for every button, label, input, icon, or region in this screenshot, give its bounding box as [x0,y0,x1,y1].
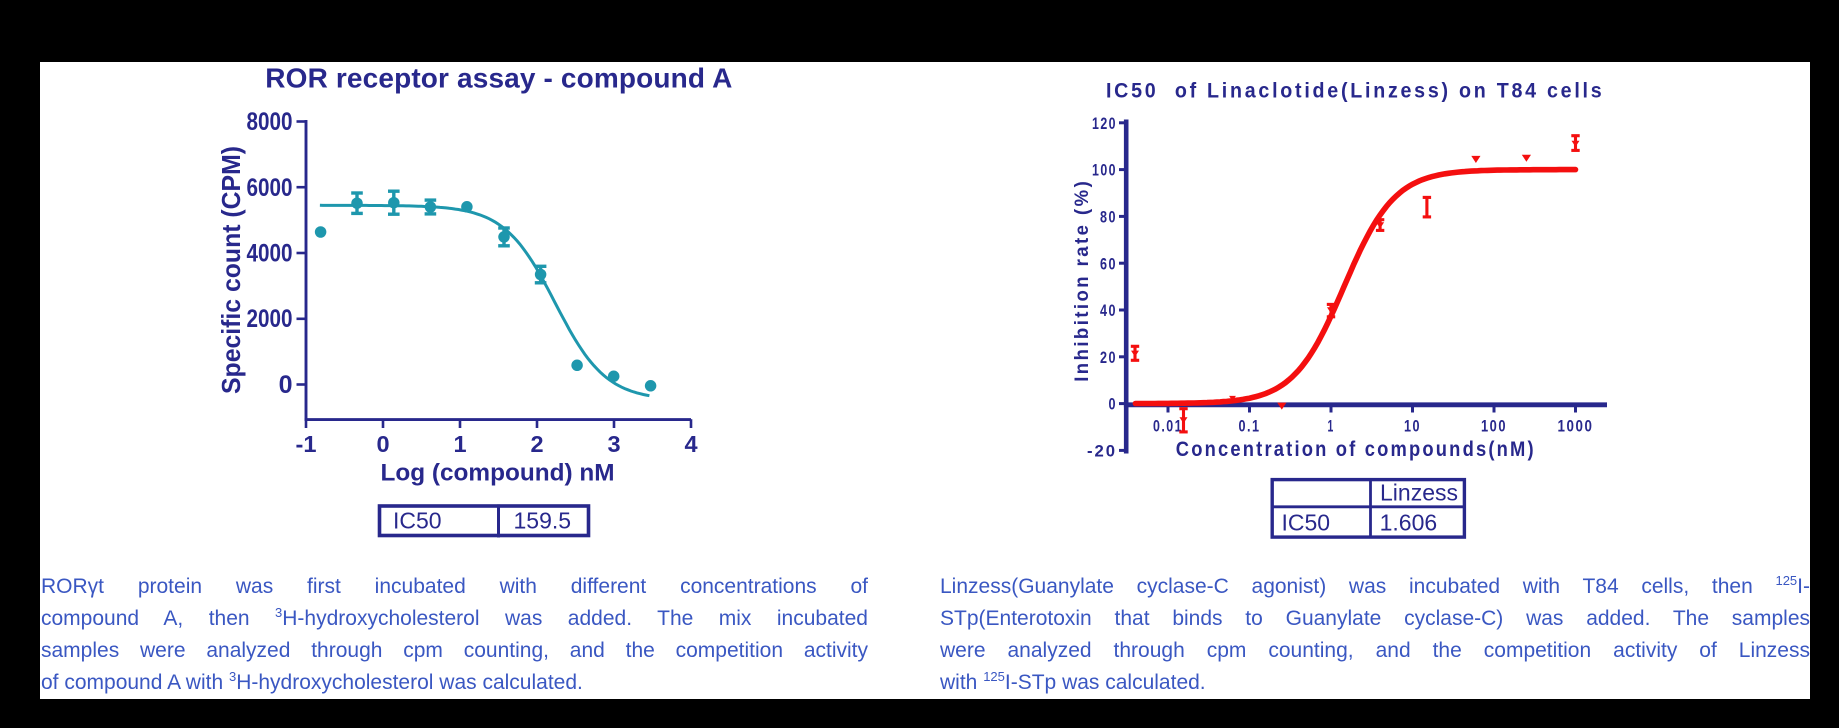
svg-text:3: 3 [607,431,620,457]
svg-text:ROR receptor assay - compound: ROR receptor assay - compound A [265,63,732,94]
svg-text:0: 0 [376,431,389,457]
svg-text:Log (compound) nM: Log (compound) nM [381,460,615,487]
svg-text:20: 20 [1100,348,1117,367]
svg-text:4: 4 [684,431,697,457]
svg-text:8000: 8000 [247,108,293,136]
svg-text:1.606: 1.606 [1380,509,1438,535]
svg-text:0: 0 [1109,395,1118,414]
svg-text:1: 1 [453,431,466,457]
svg-text:100: 100 [1092,161,1117,180]
svg-text:0.01: 0.01 [1153,417,1183,436]
svg-text:IC50: IC50 [393,508,442,534]
svg-text:2000: 2000 [247,305,293,333]
svg-text:Concentration of compounds(nM): Concentration of compounds(nM) [1176,438,1536,461]
svg-text:4000: 4000 [247,240,293,268]
svg-text:100: 100 [1481,417,1507,436]
svg-text:1000: 1000 [1558,417,1594,436]
svg-text:159.5: 159.5 [514,508,572,534]
svg-text:-1: -1 [296,431,317,457]
svg-text:IC50: IC50 [1282,509,1331,535]
svg-text:1: 1 [1328,417,1335,436]
svg-text:80: 80 [1100,208,1117,227]
svg-text:0.1: 0.1 [1239,417,1261,436]
svg-text:0: 0 [279,371,293,399]
svg-text:Linzess: Linzess [1380,479,1458,505]
svg-text:6000: 6000 [247,174,293,202]
svg-text:Specific count (CPM): Specific count (CPM) [216,146,246,394]
svg-text:40: 40 [1100,301,1117,320]
svg-text:10: 10 [1404,417,1421,436]
svg-text:60: 60 [1100,254,1117,273]
svg-text:120: 120 [1092,114,1117,133]
svg-text:2: 2 [530,431,543,457]
svg-text:-20: -20 [1087,442,1117,461]
svg-text:IC50 of Linaclotide(Linzess): IC50 of Linaclotide(Linzess) on T84 cell… [1106,79,1605,103]
svg-text:Inhibition rate (%): Inhibition rate (%) [1072,179,1093,382]
